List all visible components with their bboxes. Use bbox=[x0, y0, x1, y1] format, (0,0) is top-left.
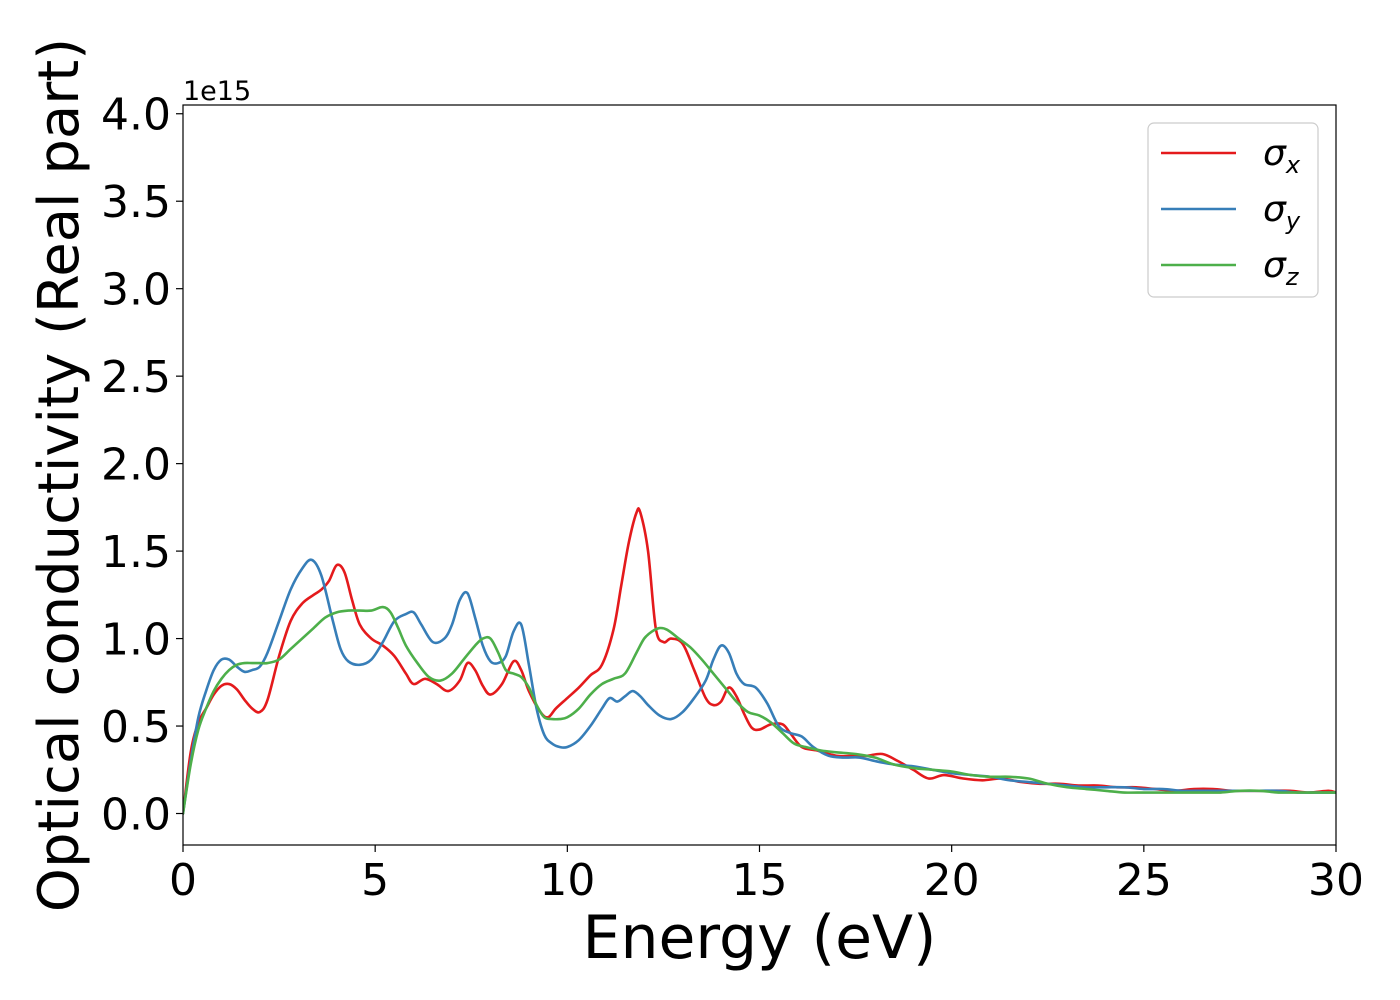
y-tick-label: 3.0 bbox=[101, 265, 171, 316]
legend-label-y: σy bbox=[1263, 189, 1301, 235]
x-tick-label: 15 bbox=[732, 855, 788, 906]
y-tick-label: 3.5 bbox=[101, 177, 171, 228]
x-axis: 0 5 10 15 20 25 30 bbox=[169, 845, 1364, 906]
x-tick-label: 30 bbox=[1308, 855, 1364, 906]
y-offset-text: 1e15 bbox=[183, 76, 251, 107]
y-tick-label: 2.5 bbox=[101, 352, 171, 403]
legend: σx σy σz bbox=[1147, 122, 1319, 298]
x-tick-label: 5 bbox=[361, 855, 389, 906]
y-tick-label: 1.0 bbox=[101, 615, 171, 666]
x-tick-label: 0 bbox=[169, 855, 197, 906]
series-layer bbox=[183, 507, 1336, 815]
x-tick-label: 25 bbox=[1116, 855, 1172, 906]
y-tick-label: 1.5 bbox=[101, 527, 171, 578]
x-axis-label: Energy (eV) bbox=[583, 903, 937, 973]
series-line-y bbox=[183, 558, 1336, 815]
series-line-z bbox=[183, 605, 1336, 815]
x-tick-label: 10 bbox=[539, 855, 595, 906]
y-tick-label: 2.0 bbox=[101, 440, 171, 491]
legend-label-z: σz bbox=[1263, 245, 1300, 291]
legend-label-x: σx bbox=[1263, 133, 1301, 179]
y-tick-label: 0.0 bbox=[101, 790, 171, 841]
x-tick-label: 20 bbox=[924, 855, 980, 906]
y-axis: 0.0 0.5 1.0 1.5 2.0 2.5 3.0 3.5 4.0 bbox=[101, 90, 183, 841]
y-tick-label: 4.0 bbox=[101, 90, 171, 141]
y-axis-label: Optical conductivity (Real part) bbox=[27, 38, 92, 912]
y-tick-label: 0.5 bbox=[101, 702, 171, 753]
